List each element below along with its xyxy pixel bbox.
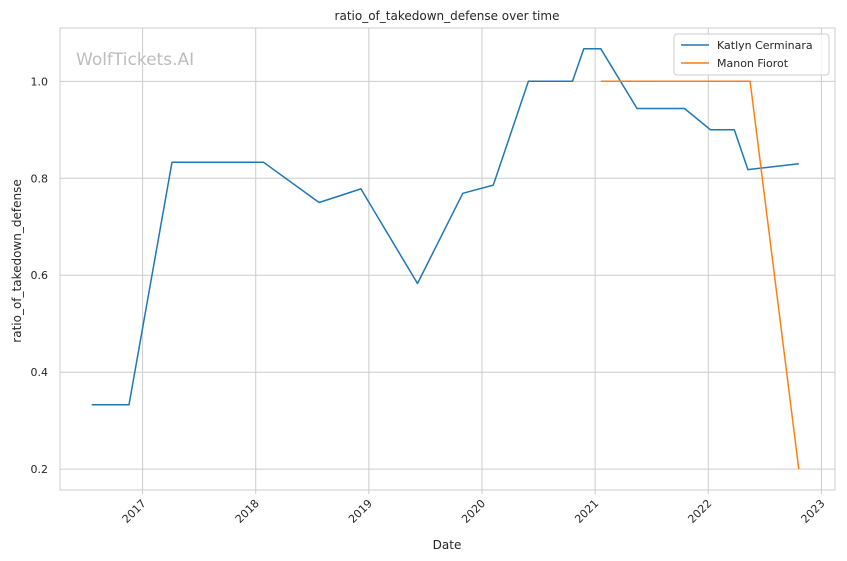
watermark-text: WolfTickets.AI bbox=[76, 50, 194, 70]
legend-label-manon-fiorot: Manon Fiorot bbox=[717, 57, 789, 70]
y-tick-label: 1.0 bbox=[31, 75, 49, 88]
x-tick-label: 2022 bbox=[685, 497, 714, 526]
y-axis-label: ratio_of_takedown_defense bbox=[10, 179, 24, 342]
plot-frame bbox=[59, 27, 836, 491]
series-line-manon-fiorot bbox=[600, 80, 800, 470]
grid-lines bbox=[60, 28, 835, 494]
x-tick-label: 2023 bbox=[799, 497, 828, 526]
legend-label-katlyn-cerminara: Katlyn Cerminara bbox=[717, 39, 813, 52]
y-tick-labels: 0.2 0.4 0.6 0.8 1.0 bbox=[31, 75, 49, 476]
x-tick-label: 2020 bbox=[459, 497, 488, 526]
y-tick-label: 0.8 bbox=[31, 172, 49, 185]
x-axis-label: Date bbox=[433, 538, 462, 552]
legend: Katlyn Cerminara Manon Fiorot bbox=[673, 33, 830, 76]
x-tick-label: 2017 bbox=[120, 497, 149, 526]
chart-title: ratio_of_takedown_defense over time bbox=[335, 9, 560, 23]
x-tick-labels: 2017 2018 2019 2020 2021 2022 2023 bbox=[120, 497, 828, 526]
y-tick-label: 0.6 bbox=[31, 269, 49, 282]
x-tick-label: 2021 bbox=[572, 497, 601, 526]
series-layer bbox=[91, 48, 800, 470]
series-line-katlyn-cerminara bbox=[91, 48, 799, 406]
x-tick-label: 2019 bbox=[346, 497, 375, 526]
y-tick-label: 0.4 bbox=[31, 366, 49, 379]
x-tick-label: 2018 bbox=[233, 497, 262, 526]
legend-box bbox=[673, 33, 830, 76]
y-tick-label: 0.2 bbox=[31, 463, 49, 476]
